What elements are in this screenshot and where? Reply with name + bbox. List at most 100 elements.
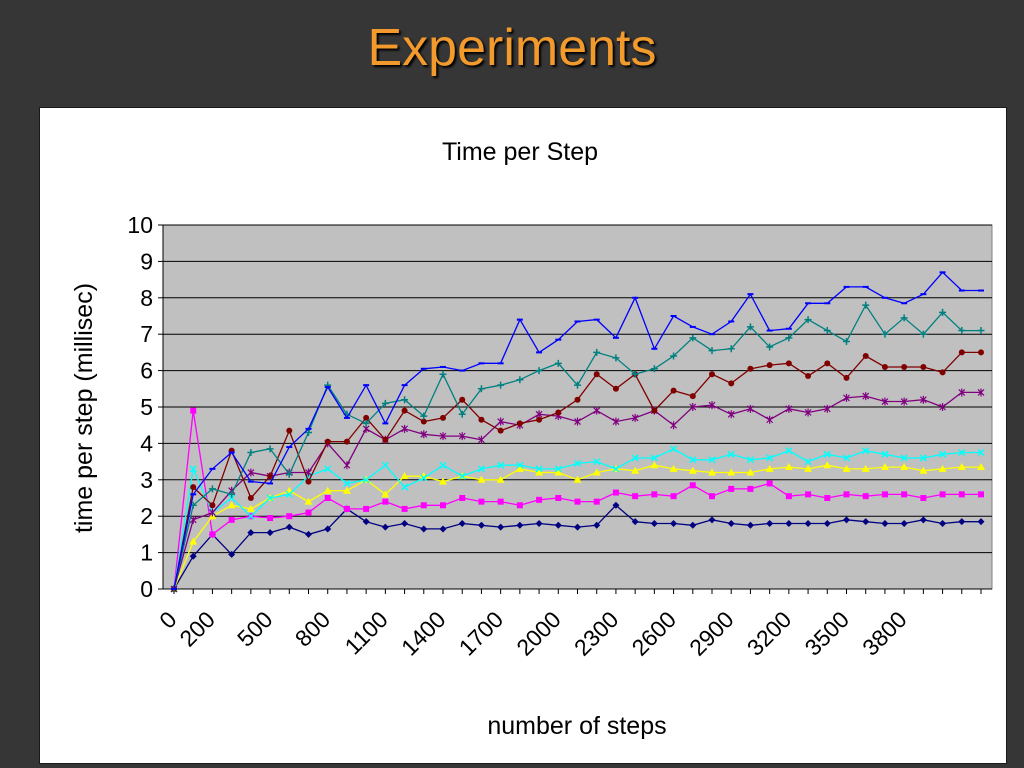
series-2-point xyxy=(747,485,754,492)
series-7-point xyxy=(497,381,505,389)
series-3-point xyxy=(535,468,544,476)
series-6-point xyxy=(190,484,197,491)
series-4-point xyxy=(228,494,236,502)
series-5-point xyxy=(727,410,735,419)
series-2-point xyxy=(305,509,312,516)
series-6-point xyxy=(440,414,446,421)
series-1-point xyxy=(593,521,601,529)
series-7-point xyxy=(939,308,947,316)
series-7-point xyxy=(862,301,870,309)
x-tick-label: 2900 xyxy=(684,606,739,661)
series-6-point xyxy=(324,438,331,445)
series-6-point xyxy=(920,363,927,370)
series-1-point xyxy=(189,552,197,560)
series-7-point xyxy=(843,337,850,345)
series-2-point xyxy=(459,495,466,501)
x-tick-label: 3500 xyxy=(799,606,854,661)
series-3-point xyxy=(477,475,486,483)
series-2-point xyxy=(267,515,274,522)
series-3-point xyxy=(381,490,390,498)
series-7-point xyxy=(612,354,620,362)
series-1-point xyxy=(381,523,389,531)
y-tick-label: 8 xyxy=(140,285,153,311)
series-3-point xyxy=(708,468,716,476)
series-3-point xyxy=(977,463,985,471)
series-3-point xyxy=(342,486,351,494)
series-1-point xyxy=(708,516,716,524)
series-5-point xyxy=(631,413,639,422)
series-4-point xyxy=(823,450,831,458)
x-tick-label: 2600 xyxy=(627,606,682,661)
series-5-point xyxy=(958,388,966,397)
series-1-point xyxy=(285,523,293,531)
series-7-point xyxy=(727,345,735,353)
series-4-point xyxy=(247,512,255,520)
series-5-point xyxy=(939,403,946,411)
series-2-point xyxy=(324,495,331,501)
series-7-point xyxy=(381,399,389,407)
series-5-point xyxy=(977,388,985,397)
series-3-point xyxy=(554,468,563,476)
series-1-point xyxy=(439,525,447,533)
series-6-point xyxy=(612,385,619,392)
series-5-point xyxy=(919,395,927,404)
series-1-point xyxy=(477,521,485,529)
series-7-point xyxy=(208,485,216,493)
series-7-point xyxy=(900,314,908,322)
y-tick-label: 1 xyxy=(140,540,153,566)
y-tick-label: 6 xyxy=(140,358,153,384)
series-1-point xyxy=(689,521,697,529)
series-1-point xyxy=(977,518,985,526)
series-6-point xyxy=(593,371,600,378)
series-5-point xyxy=(766,415,774,424)
series-6-point xyxy=(305,478,312,485)
series-4-point xyxy=(708,456,716,464)
series-7-point xyxy=(477,385,485,393)
series-2-point xyxy=(766,480,773,487)
series-2-point xyxy=(689,482,696,489)
series-7-point xyxy=(535,367,543,375)
series-5-point xyxy=(708,401,716,410)
slide-title: Experiments xyxy=(367,19,657,77)
series-5-point xyxy=(785,404,793,413)
series-5-point xyxy=(823,404,831,413)
y-tick-label: 0 xyxy=(140,576,153,602)
series-7-point xyxy=(785,334,793,342)
series-6-point xyxy=(651,407,658,414)
series-4-point xyxy=(631,454,639,462)
series-2-point xyxy=(593,498,600,505)
series-7-point xyxy=(593,348,601,356)
series-2-point xyxy=(536,496,543,503)
series-1-point xyxy=(362,518,370,526)
x-tick-label: 3800 xyxy=(857,606,912,661)
series-6-point xyxy=(978,349,984,356)
series-1-point xyxy=(554,521,562,529)
series-1-point xyxy=(516,521,524,529)
series-4-point xyxy=(516,461,524,469)
series-7-point xyxy=(766,343,774,351)
series-3-point xyxy=(727,468,736,476)
series-6-point xyxy=(785,360,792,367)
series-4-point xyxy=(189,465,197,473)
series-6-point xyxy=(536,416,543,423)
series-4-point xyxy=(746,456,754,464)
series-1-point xyxy=(939,519,947,527)
series-3-point xyxy=(880,463,889,471)
series-6-point xyxy=(939,369,946,376)
line-chart: Time per Step time per step (millisec) n… xyxy=(70,138,993,740)
series-6-point xyxy=(689,393,696,400)
series-6-point xyxy=(709,371,715,378)
series-4-point xyxy=(862,447,870,455)
series-5-point xyxy=(612,417,620,426)
series-6-point xyxy=(901,363,908,370)
x-tick-label: 800 xyxy=(290,606,336,652)
series-3-point xyxy=(246,504,255,512)
series-2-point xyxy=(939,491,946,498)
series-7-point xyxy=(228,490,236,498)
series-1-point xyxy=(919,516,927,524)
series-7-point xyxy=(439,370,447,378)
series-4-point xyxy=(919,454,927,462)
series-7-point xyxy=(881,330,889,338)
y-tick-label: 9 xyxy=(140,248,153,274)
series-1-point xyxy=(785,519,793,527)
